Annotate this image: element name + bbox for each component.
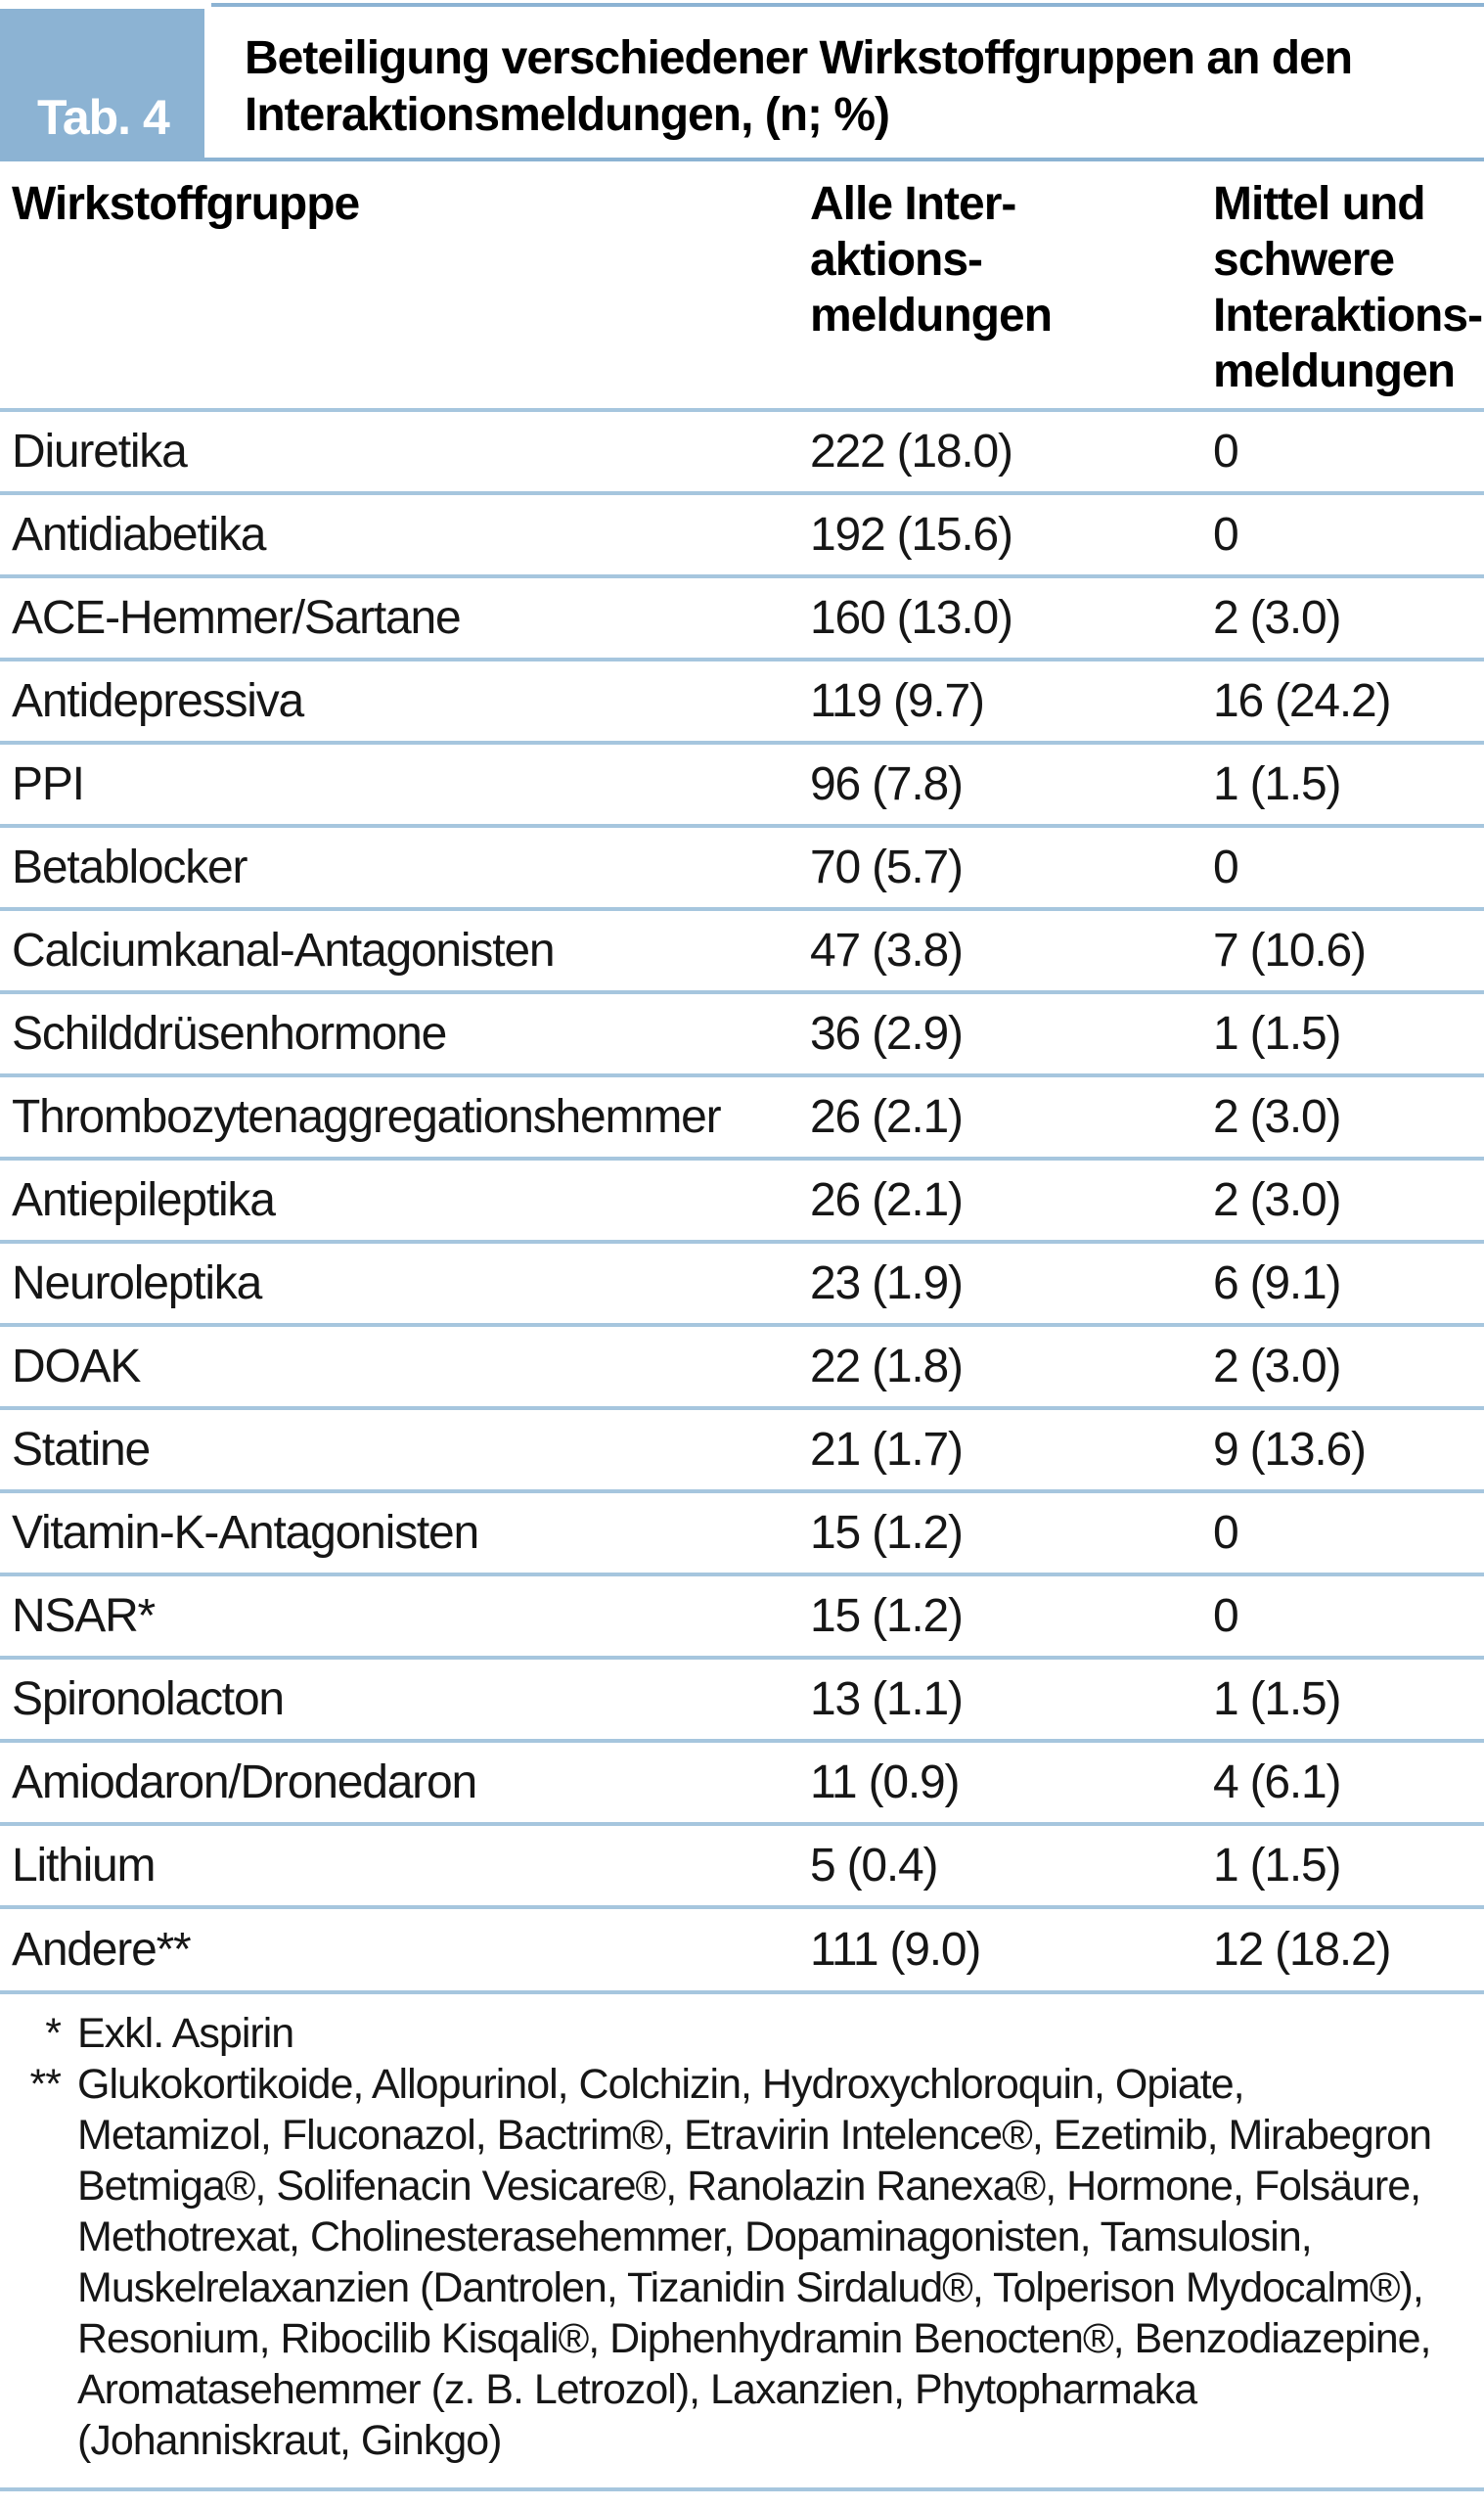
- severe-interactions-cell: 0: [1213, 1573, 1484, 1658]
- drug-group-cell: DOAK: [0, 1323, 810, 1408]
- severe-interactions-cell: 16 (24.2): [1213, 658, 1484, 743]
- drug-group-cell: Antiepileptika: [0, 1157, 810, 1242]
- all-interactions-cell: 111 (9.0): [810, 1905, 1213, 1990]
- data-table: Wirkstoffgruppe Alle Inter- aktions- mel…: [0, 161, 1484, 1990]
- table-title: Beteiligung verschiedener Wirkstoffgrupp…: [245, 32, 1353, 141]
- severe-interactions-cell: 12 (18.2): [1213, 1905, 1484, 1990]
- drug-group-cell: Antidiabetika: [0, 491, 810, 576]
- all-interactions-cell: 5 (0.4): [810, 1822, 1213, 1907]
- all-interactions-cell: 96 (7.8): [810, 741, 1213, 826]
- table-row: ACE-Hemmer/Sartane 160 (13.0) 2 (3.0): [0, 574, 1484, 660]
- table-row: Schilddrüsenhormone 36 (2.9) 1 (1.5): [0, 990, 1484, 1075]
- severe-interactions-cell: 9 (13.6): [1213, 1406, 1484, 1491]
- table-row: Amiodaron/Dronedaron 11 (0.9) 4 (6.1): [0, 1739, 1484, 1824]
- all-interactions-cell: 26 (2.1): [810, 1073, 1213, 1159]
- table-row: Antidiabetika 192 (15.6) 0: [0, 491, 1484, 576]
- table-row: Statine 21 (1.7) 9 (13.6): [0, 1406, 1484, 1491]
- column-header-wirkstoffgruppe: Wirkstoffgruppe: [12, 178, 360, 230]
- table-row: Vitamin-K-Antagonisten 15 (1.2) 0: [0, 1489, 1484, 1574]
- severe-interactions-cell: 4 (6.1): [1213, 1739, 1484, 1824]
- all-interactions-cell: 22 (1.8): [810, 1323, 1213, 1408]
- severe-interactions-cell: 1 (1.5): [1213, 1656, 1484, 1741]
- footnote-text: Exkl. Aspirin: [77, 2010, 294, 2057]
- page: { "figure": { "badge": "Tab. 4", "title"…: [0, 3, 1484, 2508]
- all-interactions-cell: 23 (1.9): [810, 1240, 1213, 1325]
- drug-group-cell: Spironolacton: [0, 1656, 810, 1741]
- all-interactions-cell: 13 (1.1): [810, 1656, 1213, 1741]
- drug-group-cell: Amiodaron/Dronedaron: [0, 1739, 810, 1824]
- table-row: Diuretika 222 (18.0) 0: [0, 408, 1484, 493]
- all-interactions-cell: 47 (3.8): [810, 907, 1213, 992]
- figure-header: Tab. 4 Beteiligung verschiedener Wirksto…: [0, 3, 1484, 158]
- severe-interactions-cell: 1 (1.5): [1213, 741, 1484, 826]
- drug-group-cell: Lithium: [0, 1822, 810, 1907]
- table-row: Thrombozytenaggregationshemmer 26 (2.1) 2 …: [0, 1073, 1484, 1159]
- header-row: Wirkstoffgruppe Alle Inter- aktions- mel…: [0, 161, 1484, 410]
- drug-group-cell: Schilddrüsenhormone: [0, 990, 810, 1075]
- all-interactions-cell: 21 (1.7): [810, 1406, 1213, 1491]
- severe-interactions-cell: 7 (10.6): [1213, 907, 1484, 992]
- severe-interactions-cell: 1 (1.5): [1213, 1822, 1484, 1907]
- drug-group-cell: Thrombozytenaggregationshemmer: [0, 1073, 810, 1159]
- all-interactions-cell: 70 (5.7): [810, 824, 1213, 909]
- table-row: Neuroleptika 23 (1.9) 6 (9.1): [0, 1240, 1484, 1325]
- drug-group-cell: Antidepressiva: [0, 658, 810, 743]
- header-rule: [0, 158, 1484, 161]
- table-header: Wirkstoffgruppe Alle Inter- aktions- mel…: [0, 161, 1484, 410]
- table-row: Antidepressiva 119 (9.7) 16 (24.2): [0, 658, 1484, 743]
- all-interactions-cell: 36 (2.9): [810, 990, 1213, 1075]
- severe-interactions-cell: 1 (1.5): [1213, 990, 1484, 1075]
- all-interactions-cell: 26 (2.1): [810, 1157, 1213, 1242]
- column-header-alle-interaktionsmeldungen: Alle Inter- aktions- meldungen: [810, 178, 1053, 342]
- all-interactions-cell: 15 (1.2): [810, 1489, 1213, 1574]
- severe-interactions-cell: 2 (3.0): [1213, 1073, 1484, 1159]
- drug-group-cell: NSAR*: [0, 1573, 810, 1658]
- all-interactions-cell: 222 (18.0): [810, 408, 1213, 493]
- footnote-aspirin: * Exkl. Aspirin: [0, 2008, 1468, 2059]
- drug-group-cell: Andere**: [0, 1905, 810, 1990]
- table-row: PPI 96 (7.8) 1 (1.5): [0, 741, 1484, 826]
- severe-interactions-cell: 0: [1213, 491, 1484, 576]
- column-header-mittel-schwere-interaktionsmeldungen: Mittel und schwere Interaktions- meldung…: [1213, 178, 1483, 397]
- severe-interactions-cell: 0: [1213, 824, 1484, 909]
- table-row: Spironolacton 13 (1.1) 1 (1.5): [0, 1656, 1484, 1741]
- footnote-marker: *: [45, 2010, 62, 2057]
- all-interactions-cell: 160 (13.0): [810, 574, 1213, 660]
- footnote-andere: ** Glukokortikoide, Allopurinol, Colchiz…: [0, 2059, 1468, 2466]
- table-row: Calciumkanal-Antagonisten 47 (3.8) 7 (10.6…: [0, 907, 1484, 992]
- table-body: Diuretika 222 (18.0) 0 Antidiabetika 192 (15…: [0, 408, 1484, 1990]
- table-number-badge: Tab. 4: [0, 9, 204, 158]
- drug-group-cell: Diuretika: [0, 408, 810, 493]
- all-interactions-cell: 15 (1.2): [810, 1573, 1213, 1658]
- footnotes: * Exkl. Aspirin ** Glukokortikoide, Allo…: [0, 1990, 1484, 2491]
- all-interactions-cell: 192 (15.6): [810, 491, 1213, 576]
- severe-interactions-cell: 6 (9.1): [1213, 1240, 1484, 1325]
- table-row: Andere** 111 (9.0) 12 (18.2): [0, 1905, 1484, 1990]
- drug-group-cell: Neuroleptika: [0, 1240, 810, 1325]
- drug-group-cell: ACE-Hemmer/Sartane: [0, 574, 810, 660]
- title-block: Beteiligung verschiedener Wirkstoffgrupp…: [211, 3, 1484, 158]
- severe-interactions-cell: 0: [1213, 1489, 1484, 1574]
- drug-group-cell: Calciumkanal-Antagonisten: [0, 907, 810, 992]
- severe-interactions-cell: 2 (3.0): [1213, 574, 1484, 660]
- all-interactions-cell: 119 (9.7): [810, 658, 1213, 743]
- table-row: Lithium 5 (0.4) 1 (1.5): [0, 1822, 1484, 1907]
- drug-group-cell: Betablocker: [0, 824, 810, 909]
- table-row: DOAK 22 (1.8) 2 (3.0): [0, 1323, 1484, 1408]
- footnote-text: Glukokortikoide, Allopurinol, Colchizin,…: [77, 2061, 1432, 2464]
- table-row: Betablocker 70 (5.7) 0: [0, 824, 1484, 909]
- severe-interactions-cell: 0: [1213, 408, 1484, 493]
- severe-interactions-cell: 2 (3.0): [1213, 1323, 1484, 1408]
- table-row: NSAR* 15 (1.2) 0: [0, 1573, 1484, 1658]
- drug-group-cell: Statine: [0, 1406, 810, 1491]
- drug-group-cell: Vitamin-K-Antagonisten: [0, 1489, 810, 1574]
- footnote-marker: **: [29, 2061, 62, 2108]
- table-row: Antiepileptika 26 (2.1) 2 (3.0): [0, 1157, 1484, 1242]
- severe-interactions-cell: 2 (3.0): [1213, 1157, 1484, 1242]
- table-figure: Tab. 4 Beteiligung verschiedener Wirksto…: [0, 3, 1484, 2491]
- drug-group-cell: PPI: [0, 741, 810, 826]
- all-interactions-cell: 11 (0.9): [810, 1739, 1213, 1824]
